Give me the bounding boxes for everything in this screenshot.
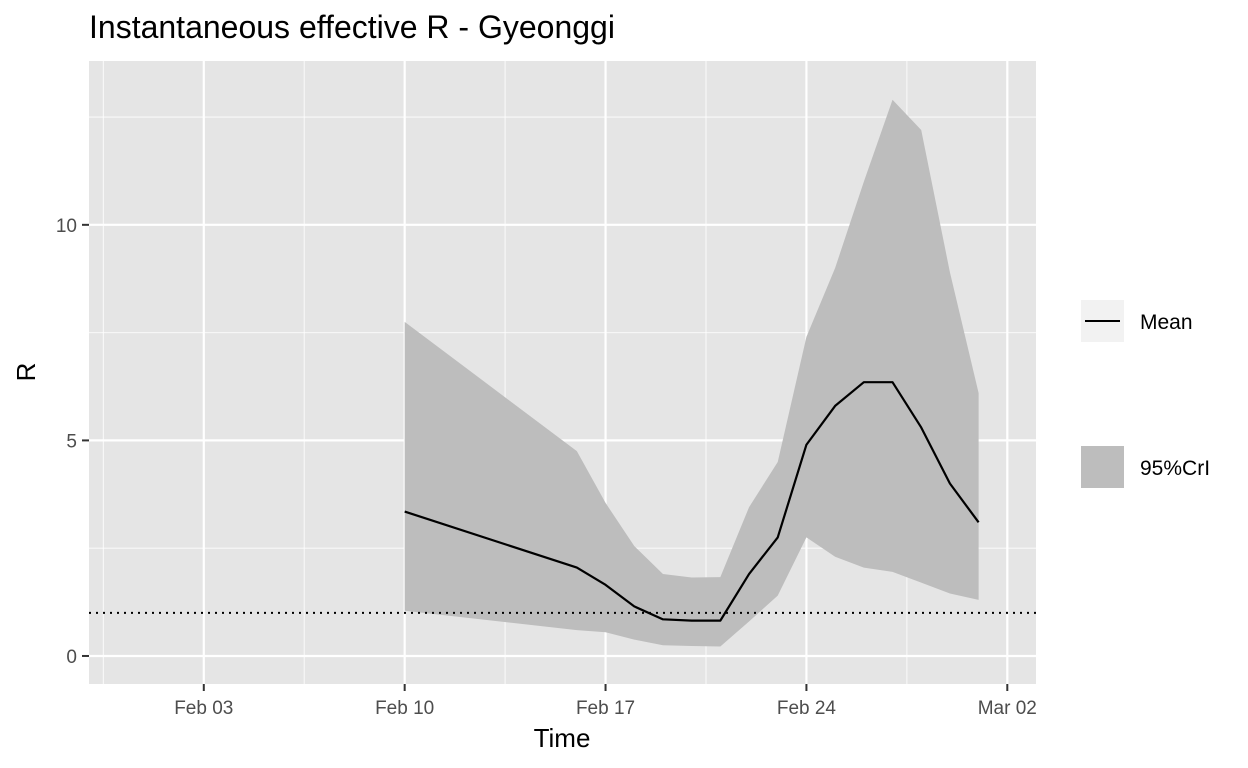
credible-interval-ribbon <box>404 99 979 647</box>
x-tick-label: Feb 24 <box>777 698 837 719</box>
x-axis-title: Time <box>534 723 591 753</box>
x-tick-label: Feb 10 <box>375 698 434 719</box>
chart-title: Instantaneous effective R - Gyeonggi <box>89 9 615 45</box>
y-tick-label: 5 <box>66 431 77 452</box>
y-tick-label: 10 <box>56 216 77 237</box>
y-tick-label: 0 <box>66 647 77 668</box>
legend-item-mean: Mean <box>1081 300 1193 342</box>
x-tick-label: Feb 03 <box>174 698 233 719</box>
legend: Mean 95%CrI <box>1081 300 1210 488</box>
x-axis: Feb 03 Feb 10 Feb 17 Feb 24 Mar 02 <box>174 684 1037 719</box>
y-axis-title: R <box>11 363 41 382</box>
mean-line <box>404 381 980 622</box>
ribbon-layer <box>404 99 979 647</box>
y-axis: 0 5 10 <box>56 216 89 668</box>
legend-item-cri: 95%CrI <box>1081 446 1210 488</box>
legend-key-cri <box>1081 446 1124 488</box>
x-tick-label: Feb 17 <box>576 698 635 719</box>
mean-line-layer <box>404 381 980 622</box>
x-tick-label: Mar 02 <box>978 698 1037 719</box>
legend-label-cri: 95%CrI <box>1140 457 1210 480</box>
legend-label-mean: Mean <box>1140 311 1193 334</box>
